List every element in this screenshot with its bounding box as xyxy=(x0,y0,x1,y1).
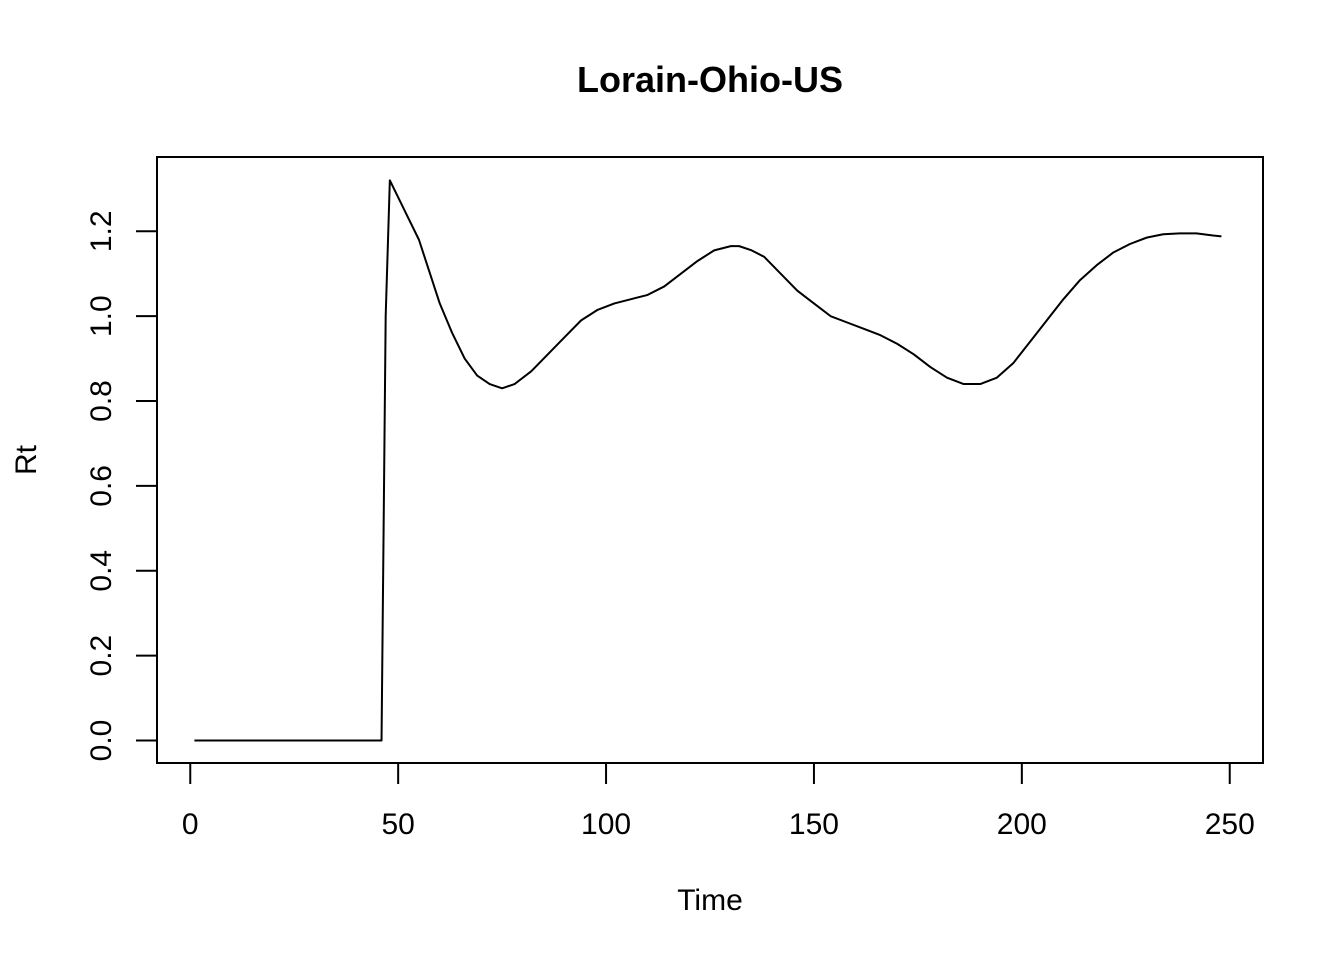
x-tick-label: 0 xyxy=(182,808,199,841)
y-tick-label: 0.4 xyxy=(85,550,118,592)
y-tick-label: 0.8 xyxy=(85,380,118,422)
plot-frame xyxy=(156,156,1264,764)
y-axis-label: Rt xyxy=(10,444,43,475)
x-tick-label: 150 xyxy=(789,808,839,841)
x-tick-label: 100 xyxy=(581,808,631,841)
y-tick-label: 0.0 xyxy=(85,720,118,762)
rt-series-line xyxy=(194,179,1222,742)
y-tick-label: 0.2 xyxy=(85,635,118,677)
x-axis-label: Time xyxy=(677,884,743,917)
y-tick-label: 0.6 xyxy=(85,465,118,507)
y-tick-label: 1.0 xyxy=(85,295,118,337)
x-tick-label: 200 xyxy=(997,808,1047,841)
x-axis: 0 50 100 150 200 250 xyxy=(182,762,1255,841)
y-tick-label: 1.2 xyxy=(85,210,118,252)
x-tick-label: 50 xyxy=(381,808,414,841)
x-tick-label: 250 xyxy=(1205,808,1255,841)
chart-title: Lorain-Ohio-US xyxy=(577,59,843,100)
y-axis: 0.0 0.2 0.4 0.6 0.8 1.0 1.2 xyxy=(85,210,158,762)
